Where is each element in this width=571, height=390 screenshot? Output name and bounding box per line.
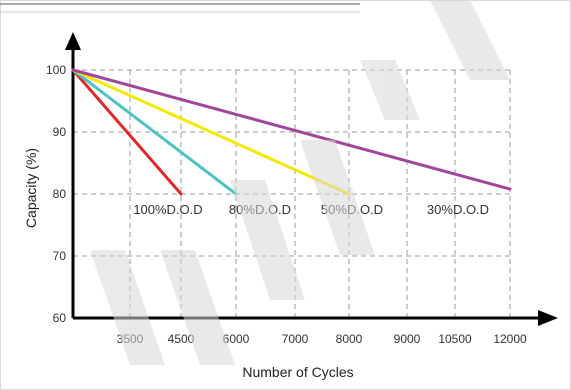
series-50-dod-line: [71, 68, 351, 196]
grid-lines: [73, 69, 512, 318]
x-axis-arrow: [538, 310, 558, 326]
x-tick-label: 12000: [493, 332, 527, 346]
x-axis-title: Number of Cycles: [242, 364, 353, 380]
line-annotations: 100%D.O.D80%D.O.D50%D.O.D30%D.O.D: [133, 202, 489, 217]
y-axis-title: Capacity (%): [23, 148, 39, 228]
watermark: [90, 0, 510, 365]
series-30-dod-line: [71, 68, 512, 191]
y-tick-labels: 100 90 80 70 60: [46, 63, 66, 325]
y-tick-label: 60: [53, 311, 67, 325]
x-tick-label: 10500: [438, 332, 472, 346]
x-tick-label: 7000: [282, 332, 309, 346]
axes: [65, 32, 558, 326]
y-tick-label: 80: [53, 187, 67, 201]
series-100-dod-line: [71, 68, 183, 196]
x-tick-label: 4500: [168, 332, 195, 346]
annotation-label: 30%D.O.D: [427, 202, 489, 217]
y-tick-label: 90: [53, 125, 67, 139]
y-axis-arrow: [65, 32, 81, 50]
series-80-dod-line: [71, 68, 238, 196]
x-tick-labels: 3500450060007000800090001050012000: [117, 332, 527, 346]
y-tick-label: 100: [46, 63, 66, 77]
x-tick-label: 9000: [394, 332, 421, 346]
x-tick-label: 8000: [336, 332, 363, 346]
series-lines: [71, 68, 512, 196]
x-tick-label: 6000: [223, 332, 250, 346]
y-tick-label: 70: [53, 249, 67, 263]
annotation-label: 100%D.O.D: [133, 202, 202, 217]
